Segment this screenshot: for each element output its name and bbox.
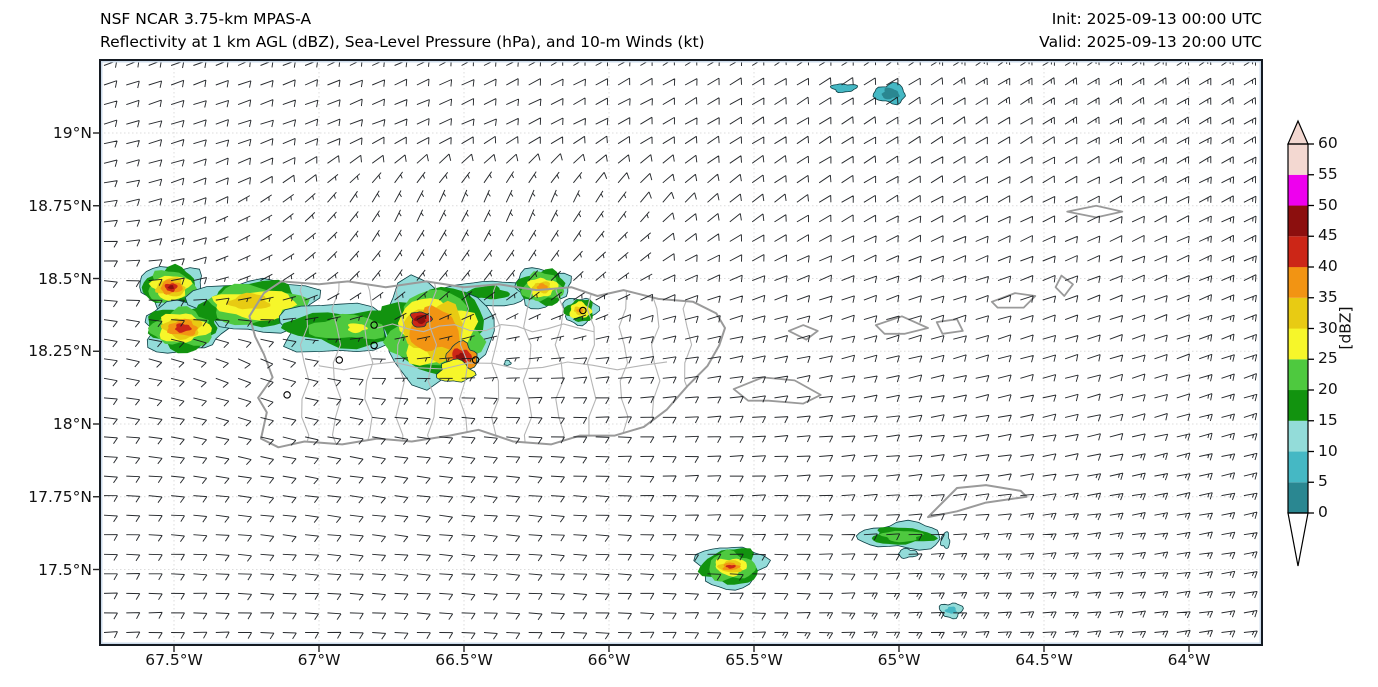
model-title: NSF NCAR 3.75-km MPAS-A — [100, 10, 312, 28]
coastline-st-thomas — [874, 315, 929, 335]
x-tick-label: 64°W — [1167, 651, 1211, 669]
x-tick-label: 65°W — [877, 651, 921, 669]
header-left: NSF NCAR 3.75-km MPAS-A Reflectivity at … — [100, 8, 705, 54]
colorbar-tick-label: 55 — [1318, 164, 1338, 183]
storm-cell-central-core-north — [409, 311, 433, 328]
coastline-vieques — [732, 376, 822, 405]
storm-cell-west-offshore-south — [144, 299, 230, 354]
storm-cell-west-offshore-north — [139, 263, 202, 315]
colorbar-band — [1288, 328, 1308, 360]
x-tick-label: 66°W — [587, 651, 631, 669]
x-tick-label: 66.5°W — [435, 651, 493, 669]
colorbar-tick-label: 5 — [1318, 472, 1328, 491]
product-subtitle: Reflectivity at 1 km AGL (dBZ), Sea-Leve… — [100, 33, 705, 51]
colorbar-band — [1288, 205, 1308, 237]
colorbar-tick-label: 10 — [1318, 441, 1338, 460]
y-tick-label: 18°N — [52, 415, 92, 433]
storm-cell-north-edge-streak — [829, 83, 858, 93]
coastline-puerto-rico — [248, 280, 726, 449]
colorbar-unit-label: [dBZ] — [1336, 305, 1355, 350]
calm-wind-marker — [370, 321, 378, 329]
calm-markers-layer — [283, 306, 587, 399]
colorbar-tick-label: 15 — [1318, 410, 1338, 429]
wind-barbs-layer — [103, 60, 1258, 640]
colorbar-arrow-bottom — [1287, 512, 1309, 567]
coastline-tortola — [990, 292, 1037, 309]
colorbar-band — [1288, 359, 1308, 391]
reflectivity-layer — [139, 82, 964, 620]
header-right: Init: 2025-09-13 00:00 UTC Valid: 2025-0… — [1039, 8, 1262, 54]
valid-time: Valid: 2025-09-13 20:00 UTC — [1039, 33, 1262, 51]
coastline-virgin-gorda — [1054, 274, 1074, 297]
calm-wind-marker — [335, 356, 344, 364]
y-tick-label: 19°N — [52, 124, 92, 142]
storm-cell-north-edge-cell — [872, 82, 906, 106]
colorbar-band — [1288, 236, 1308, 268]
storm-cell-st-croix-south-band — [855, 519, 941, 551]
axis-ticks — [93, 132, 1190, 652]
x-tick-label: 67°W — [297, 651, 341, 669]
inner-frame-line — [100, 60, 1262, 645]
coastline-st-croix — [927, 484, 1028, 519]
coastline-st-john — [935, 318, 964, 335]
municipal-boundaries-layer — [299, 281, 693, 448]
colorbar-tick-label: 0 — [1318, 503, 1328, 521]
colorbar-tick-label: 20 — [1318, 380, 1338, 398]
y-tick-label: 17.5°N — [38, 560, 92, 579]
x-tick-label: 65.5°W — [725, 651, 783, 669]
calm-wind-marker — [370, 341, 378, 350]
storm-cell-san-juan-east-cell — [562, 297, 601, 327]
storm-cell-south-cell — [693, 546, 771, 591]
colorbar-band — [1288, 144, 1308, 175]
x-tick-label: 64.5°W — [1015, 651, 1073, 669]
y-tick-label: 18.25°N — [28, 342, 92, 361]
colorbar-band — [1288, 267, 1308, 298]
x-tick-label: 67.5°W — [145, 651, 203, 669]
y-tick-label: 18.5°N — [38, 269, 92, 288]
calm-wind-marker — [283, 391, 291, 399]
coastline-culebra — [787, 324, 819, 341]
calm-wind-marker — [471, 356, 480, 364]
coastline-layer — [248, 204, 1124, 519]
colorbar-tick-label: 30 — [1318, 318, 1338, 337]
colorbar-band — [1288, 297, 1308, 329]
map-frame — [99, 59, 1263, 646]
storm-cell-st-croix-tail-south — [898, 547, 919, 559]
calm-wind-marker — [579, 306, 587, 315]
colorbar-arrow-top — [1287, 119, 1309, 145]
colorbar-band — [1288, 174, 1308, 206]
y-tick-label: 17.75°N — [28, 487, 92, 506]
colorbar-tick-label: 40 — [1318, 257, 1338, 275]
gridlines-layer — [100, 60, 1262, 645]
colorbar-band — [1288, 482, 1308, 514]
colorbar — [1287, 119, 1314, 567]
colorbar-tick-label: 25 — [1318, 349, 1338, 368]
storm-cell-south-edge-cell — [938, 602, 964, 620]
colorbar-tick-label: 45 — [1318, 226, 1338, 245]
colorbar-tick-label: 50 — [1318, 195, 1338, 214]
coastline-anegada — [1066, 204, 1124, 219]
colorbar-band — [1288, 390, 1308, 421]
colorbar-band — [1288, 420, 1308, 452]
storm-cell-tiny-central-dot — [503, 359, 512, 366]
colorbar-band — [1288, 451, 1308, 483]
colorbar-tick-label: 35 — [1318, 287, 1338, 306]
init-time: Init: 2025-09-13 00:00 UTC — [1051, 10, 1262, 28]
colorbar-tick-label: 60 — [1318, 134, 1338, 152]
y-tick-label: 18.75°N — [28, 196, 92, 215]
